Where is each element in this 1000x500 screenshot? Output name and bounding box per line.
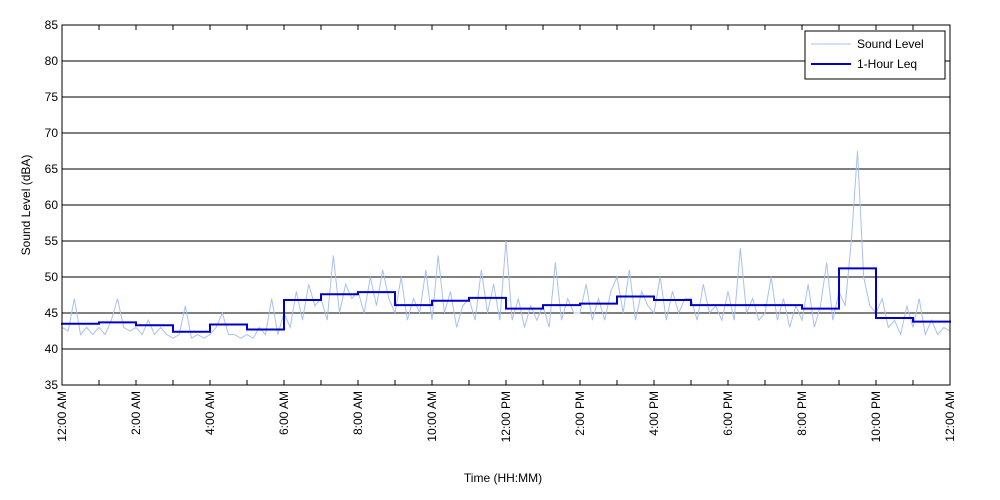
plot-frame xyxy=(61,24,951,386)
y-tick-label: 55 xyxy=(45,234,59,248)
legend-box xyxy=(804,30,946,80)
legend-label: 1-Hour Leq xyxy=(857,57,917,71)
legend-label: Sound Level xyxy=(857,37,924,51)
y-axis-label: Sound Level (dBA) xyxy=(19,155,33,256)
x-tick-label: 2:00 AM xyxy=(129,391,143,435)
x-tick-label: 2:00 PM xyxy=(573,391,587,436)
x-tick-label: 6:00 AM xyxy=(277,391,291,435)
y-tick-label: 80 xyxy=(45,54,59,68)
x-tick-label: 10:00 PM xyxy=(869,391,883,442)
sound-line xyxy=(61,150,951,339)
x-tick-label: 4:00 AM xyxy=(203,391,217,435)
x-tick-label: 8:00 PM xyxy=(795,391,809,436)
y-tick-label: 85 xyxy=(45,18,59,32)
y-tick-label: 50 xyxy=(45,270,59,284)
y-tick-label: 35 xyxy=(45,378,59,392)
x-tick-label: 8:00 AM xyxy=(351,391,365,435)
y-tick-label: 70 xyxy=(45,126,59,140)
x-axis-label: Time (HH:MM) xyxy=(464,471,542,485)
y-tick-label: 75 xyxy=(45,90,59,104)
x-tick-label: 10:00 AM xyxy=(425,391,439,442)
x-tick-label: 12:00 AM xyxy=(943,391,957,442)
y-tick-label: 40 xyxy=(45,342,59,356)
y-tick-label: 45 xyxy=(45,306,59,320)
x-tick-label: 12:00 PM xyxy=(499,391,513,442)
x-tick-label: 4:00 PM xyxy=(647,391,661,436)
x-tick-label: 6:00 PM xyxy=(721,391,735,436)
y-tick-label: 65 xyxy=(45,162,59,176)
x-tick-label: 12:00 AM xyxy=(55,391,69,442)
y-tick-label: 60 xyxy=(45,198,59,212)
